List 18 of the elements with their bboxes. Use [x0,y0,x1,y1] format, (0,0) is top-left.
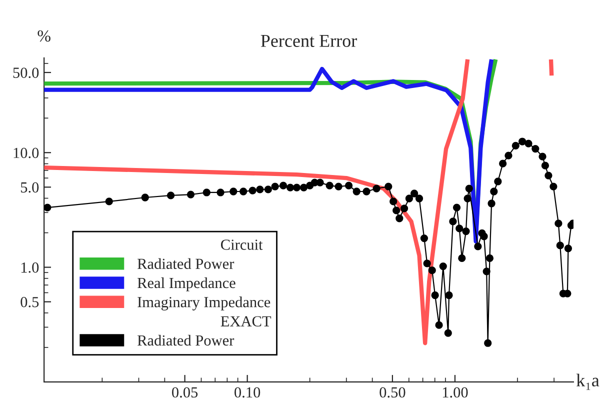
x-tick-label: 0.50 [380,387,406,398]
y-tick-label: 1.0 [21,262,39,273]
x-tick-label: 0.05 [172,387,198,398]
y-tick-label: 10.0 [14,148,39,158]
chart-title: Percent Error [260,34,357,47]
legend-label: Radiated Power [137,334,234,346]
y-axis-title: % [38,30,50,42]
legend-label: Radiated Power [137,258,234,270]
y-tick-label: 50.0 [13,68,39,78]
x-tick-label: 1.00 [442,387,468,398]
annotation: EXACT [220,316,272,326]
x-axis-title: k₁a [576,374,600,390]
legend-label: Real Impedance [137,277,236,292]
x-tick-label: 0.10 [234,387,260,398]
y-tick-label: 5.0 [20,182,39,193]
y-tick-label: 0.5 [20,296,39,308]
annotation: Circuit [221,240,263,250]
legend-label: Imaginary Impedance [138,296,270,310]
